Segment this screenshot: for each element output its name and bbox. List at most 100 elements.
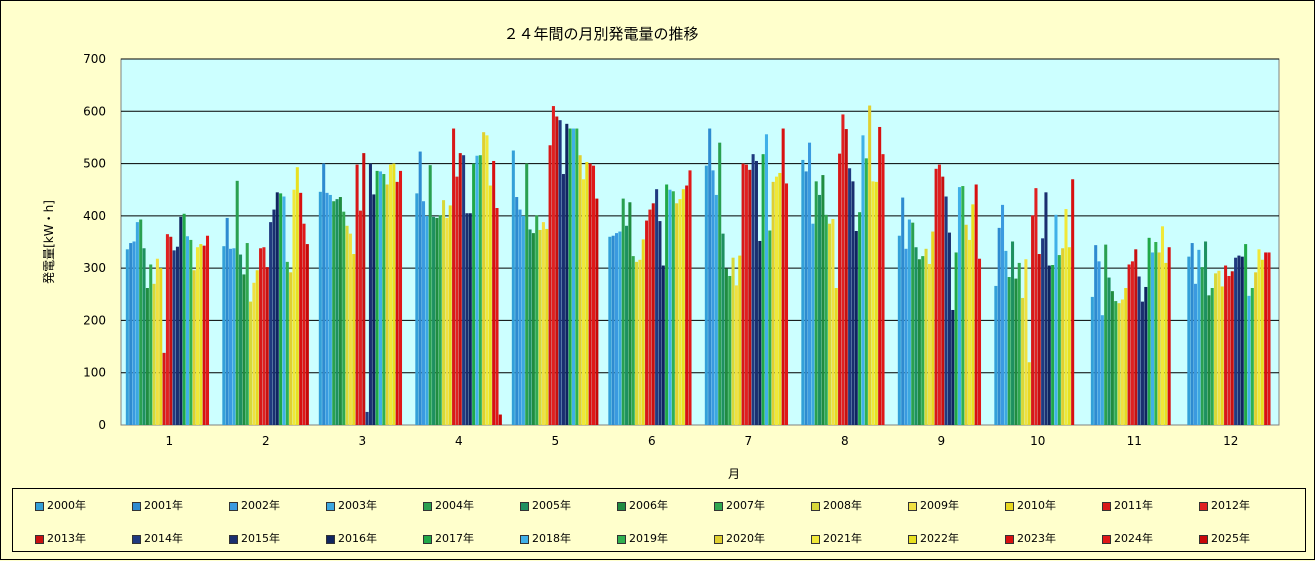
bar <box>651 203 655 425</box>
bar <box>328 194 332 425</box>
bar <box>332 201 336 425</box>
bar <box>302 223 306 425</box>
legend-item: 2008年 <box>811 497 862 513</box>
bar <box>1051 265 1055 425</box>
bar <box>681 189 685 425</box>
legend-label: 2011年 <box>1114 499 1153 512</box>
bar <box>947 232 951 425</box>
legend-item: 2011年 <box>1102 497 1153 513</box>
x-axis-label: 月 <box>728 467 740 481</box>
x-tick-label: 4 <box>455 434 463 448</box>
bar <box>581 179 586 425</box>
bar <box>1127 264 1131 425</box>
bar <box>635 261 639 425</box>
bar <box>455 176 459 425</box>
bar <box>435 217 439 425</box>
bar <box>685 185 689 425</box>
bar <box>368 163 372 425</box>
bar <box>724 268 728 425</box>
bar <box>665 184 669 425</box>
bar <box>388 164 393 425</box>
bar <box>917 259 921 425</box>
bar <box>1007 277 1011 425</box>
legend-swatch <box>520 534 529 544</box>
bar <box>874 181 878 425</box>
bar <box>169 236 173 425</box>
bar <box>881 154 885 425</box>
bar <box>734 285 738 425</box>
bar <box>1194 283 1198 425</box>
bar <box>318 191 322 425</box>
bar <box>954 252 958 425</box>
bar <box>731 257 735 425</box>
bar <box>511 150 515 425</box>
legend-label: 2000年 <box>47 499 86 512</box>
legend-label: 2021年 <box>823 532 862 545</box>
bar <box>768 230 772 425</box>
bar <box>255 270 259 425</box>
legend-label: 2024年 <box>1114 532 1153 545</box>
bar <box>997 227 1001 425</box>
bar <box>1017 262 1021 425</box>
bar <box>868 105 872 425</box>
bar <box>518 209 522 425</box>
legend-label: 2007年 <box>726 499 765 512</box>
bar <box>1041 238 1045 425</box>
legend: 2000年 2001年 2002年 2003年 2004年 2005年 2006年 2007年… <box>12 488 1306 552</box>
bar <box>1264 252 1268 425</box>
bar <box>521 215 525 425</box>
legend-item: 2020年 <box>714 530 765 546</box>
bar <box>418 151 422 426</box>
bar <box>551 106 555 425</box>
legend-label: 2005年 <box>532 499 571 512</box>
bar <box>1117 303 1121 425</box>
bar <box>1260 259 1264 425</box>
y-tick-label: 500 <box>83 157 106 171</box>
bar <box>1124 288 1128 425</box>
bar <box>1107 277 1111 425</box>
legend-swatch <box>229 501 238 511</box>
bar <box>561 174 565 425</box>
bar <box>385 184 389 425</box>
bar <box>448 205 452 425</box>
bar <box>821 175 825 425</box>
bar <box>275 192 279 425</box>
bar <box>262 247 266 425</box>
bar <box>618 231 622 425</box>
bar <box>668 189 672 425</box>
bar <box>225 217 229 425</box>
legend-label: 2020年 <box>726 532 765 545</box>
bar <box>964 224 968 425</box>
bar <box>911 222 915 425</box>
bar <box>458 153 462 426</box>
bar <box>1071 179 1075 425</box>
x-tick-label: 5 <box>551 434 559 448</box>
bar <box>864 158 868 425</box>
legend-item: 2009年 <box>908 497 959 513</box>
bar <box>1047 265 1051 425</box>
bar <box>1197 249 1201 425</box>
bar <box>1190 243 1194 425</box>
bar <box>718 142 722 425</box>
bar <box>541 222 545 425</box>
bar <box>1021 297 1025 425</box>
legend-label: 2022年 <box>920 532 959 545</box>
bar <box>748 169 752 425</box>
bar <box>907 219 911 425</box>
bar <box>305 244 309 425</box>
legend-swatch <box>617 501 626 511</box>
bar <box>781 128 785 425</box>
y-tick-labels: 0 100 200 300 400 500 600 700 <box>83 52 106 432</box>
bar <box>378 171 382 425</box>
bar <box>971 204 975 425</box>
bar <box>1104 244 1108 425</box>
bar <box>1227 275 1231 425</box>
bar <box>395 181 399 425</box>
bar <box>159 268 163 425</box>
bar <box>189 239 193 425</box>
bar <box>1024 259 1028 425</box>
y-tick-label: 100 <box>83 366 106 380</box>
bar <box>132 241 136 425</box>
bar <box>192 270 196 425</box>
